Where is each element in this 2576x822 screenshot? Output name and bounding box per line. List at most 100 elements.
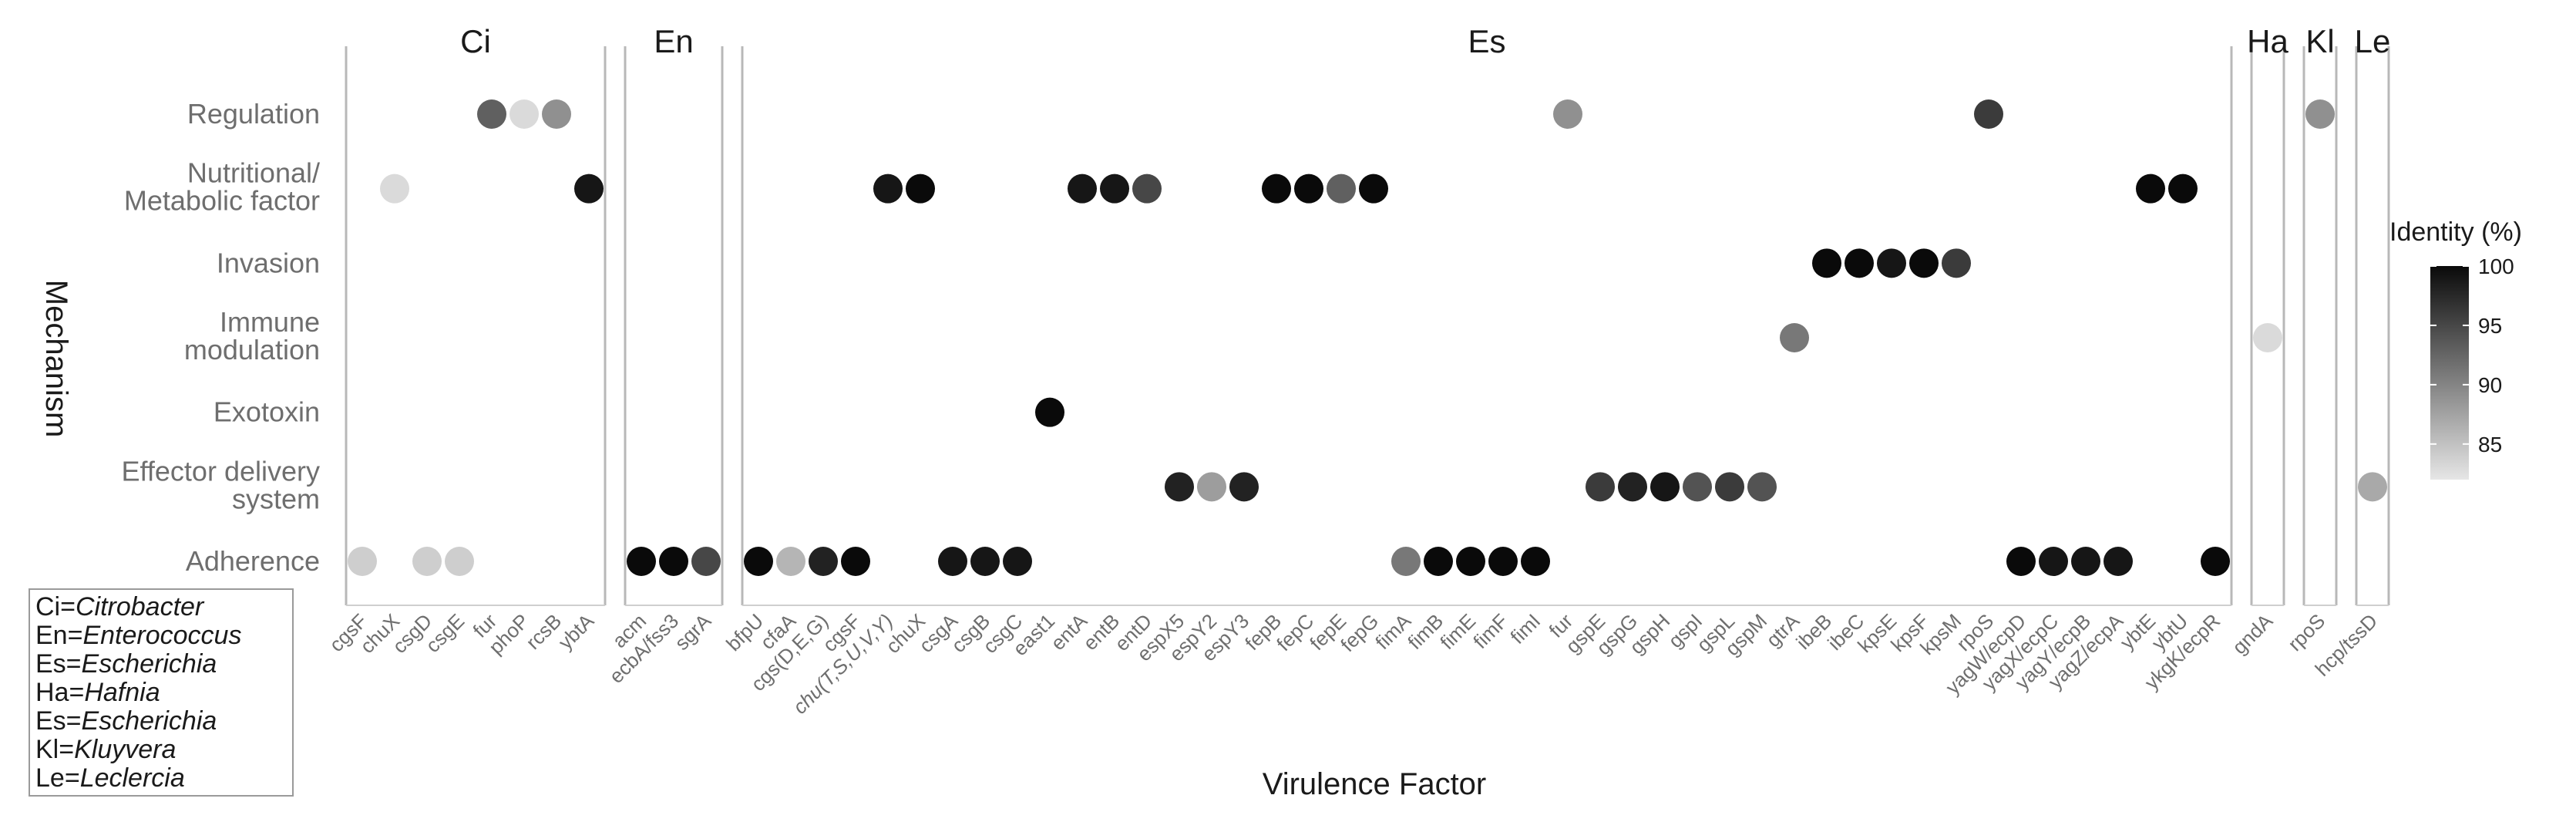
point-es-entb-nutritional-metabolic-factor <box>1100 173 1129 204</box>
point-es-gspi-effector-delivery-system <box>1683 472 1712 502</box>
row-label-nutritional-metabolic-factor: Nutritional/Metabolic factor <box>124 157 320 217</box>
point-es-cgs-d-e-g-adherence <box>809 547 838 576</box>
row-label-invasion: Invasion <box>217 247 320 278</box>
genus-legend-entry-en-1: En=Enterococcus <box>35 621 241 650</box>
y-axis-title: Mechanism <box>39 280 73 438</box>
point-es-yagx-ecpc-adherence <box>2039 547 2068 576</box>
point-es-gspe-effector-delivery-system <box>1586 472 1615 502</box>
point-es-csgc-adherence <box>1003 547 1032 576</box>
point-es-espy2-effector-delivery-system <box>1197 472 1226 502</box>
point-ci-fur-regulation <box>477 99 506 129</box>
genus-legend-entry-ci-0: Ci=Citrobacter <box>35 592 205 622</box>
x-tick-ci-csge: csgE <box>421 609 469 657</box>
point-es-cgsf-adherence <box>841 547 870 576</box>
point-es-gtra-immune-modulation <box>1780 323 1809 352</box>
x-axis-title: Virulence Factor <box>1263 767 1487 801</box>
row-label-adherence: Adherence <box>186 545 320 577</box>
point-en-sgra-adherence <box>691 547 721 576</box>
row-label-immune-modulation: Immune modulation <box>184 306 320 366</box>
point-ci-csge-adherence <box>445 547 474 576</box>
point-es-kpse-invasion <box>1877 248 1906 278</box>
point-es-ykgk-ecpr-adherence <box>2201 547 2230 576</box>
point-es-cfaa-adherence <box>776 547 805 576</box>
point-es-fepe-nutritional-metabolic-factor <box>1327 173 1356 204</box>
point-es-yagz-ecpa-adherence <box>2104 547 2133 576</box>
facet-label-kl: Kl <box>2305 23 2334 59</box>
x-tick-es-fimi: fimI <box>1505 609 1545 649</box>
row-label-effector-delivery-system: Effector delivery system <box>122 455 320 514</box>
colorbar-gradient <box>2430 266 2469 480</box>
colorbar-label-100: 100 <box>2478 254 2514 278</box>
x-tick-es-gtra: gtrA <box>1761 609 1804 652</box>
facet-label-ha: Ha <box>2247 23 2288 59</box>
colorbar-label-90: 90 <box>2478 373 2502 397</box>
point-es-gspm-effector-delivery-system <box>1747 472 1777 502</box>
point-ha-gnda-immune-modulation <box>2253 323 2282 352</box>
point-en-acm-adherence <box>627 547 656 576</box>
facet-label-le: Le <box>2355 23 2391 59</box>
row-label-exotoxin: Exotoxin <box>214 396 320 428</box>
genus-legend-entry-es-4: Es=Escherichia <box>35 706 217 736</box>
point-es-fima-adherence <box>1391 547 1421 576</box>
colorbar-title: Identity (%) <box>2389 217 2522 247</box>
point-es-rpos-regulation <box>1974 99 2003 129</box>
point-es-ybte-nutritional-metabolic-factor <box>2136 173 2165 204</box>
data-points <box>348 99 2387 576</box>
row-label-regulation: Regulation <box>187 98 320 130</box>
point-es-fimf-adherence <box>1488 547 1518 576</box>
x-tick-ci-ybta: ybtA <box>553 609 598 654</box>
point-es-gspl-effector-delivery-system <box>1715 472 1744 502</box>
point-es-espy3-effector-delivery-system <box>1229 472 1259 502</box>
point-es-yagw-ecpd-adherence <box>2006 547 2036 576</box>
point-es-ibec-invasion <box>1845 248 1874 278</box>
facet-label-es: Es <box>1468 23 1505 59</box>
point-ci-csgd-adherence <box>412 547 442 576</box>
point-ci-cgsf-adherence <box>348 547 377 576</box>
point-es-fur-regulation <box>1553 99 1582 129</box>
point-es-bfpu-adherence <box>744 547 773 576</box>
colorbar-label-85: 85 <box>2478 433 2502 456</box>
genus-legend-entry-kl-5: Kl=Kluyvera <box>35 735 176 764</box>
point-es-gspg-effector-delivery-system <box>1618 472 1647 502</box>
point-es-fimi-adherence <box>1521 547 1550 576</box>
x-tick-en-sgra: sgrA <box>670 609 715 655</box>
point-es-enta-nutritional-metabolic-factor <box>1068 173 1097 204</box>
point-ci-chux-nutritional-metabolic-factor <box>380 173 409 204</box>
facet-label-en: En <box>654 23 693 59</box>
point-ci-ybta-nutritional-metabolic-factor <box>574 173 604 204</box>
facet-panels: Ci En Es Ha Kl Le <box>345 23 2391 606</box>
genus-legend-entry-le-6: Le=Leclercia <box>35 763 185 793</box>
facet-label-ci: Ci <box>460 23 491 59</box>
point-es-fime-adherence <box>1456 547 1485 576</box>
genus-legend: Ci=CitrobacterEn=EnterococcusEs=Escheric… <box>29 588 294 797</box>
point-es-fepg-nutritional-metabolic-factor <box>1359 173 1388 204</box>
point-es-ibeb-invasion <box>1812 248 1841 278</box>
point-es-csga-adherence <box>938 547 967 576</box>
point-es-east1-exotoxin <box>1035 397 1064 427</box>
point-es-yagy-ecpb-adherence <box>2071 547 2100 576</box>
genus-legend-entry-ha-3: Ha=Hafnia <box>35 678 160 707</box>
identity-colorbar: Identity (%) 85 90 95 100 <box>2389 217 2522 480</box>
point-en-ecba-fss3-adherence <box>659 547 688 576</box>
row-labels: Regulation Nutritional/Metabolic factor In… <box>122 98 320 577</box>
point-kl-rpos-regulation <box>2305 99 2335 129</box>
point-es-chux-nutritional-metabolic-factor <box>906 173 935 204</box>
point-es-kpsm-invasion <box>1942 248 1971 278</box>
point-es-csgb-adherence <box>970 547 1000 576</box>
point-es-kpsf-invasion <box>1909 248 1939 278</box>
point-le-hcp-tssd-effector-delivery-system <box>2358 472 2387 502</box>
point-es-entd-nutritional-metabolic-factor <box>1132 173 1162 204</box>
point-es-espx5-effector-delivery-system <box>1165 472 1194 502</box>
colorbar-label-95: 95 <box>2478 314 2502 338</box>
x-tick-ha-gnda: gndA <box>2228 609 2278 659</box>
genus-legend-entry-es-2: Es=Escherichia <box>35 649 217 679</box>
point-es-ybtu-nutritional-metabolic-factor <box>2168 173 2198 204</box>
point-es-fepc-nutritional-metabolic-factor <box>1294 173 1323 204</box>
point-es-chu-t-s-u-v-y-nutritional-metabolic-factor <box>873 173 903 204</box>
x-tick-kl-rpos: rpoS <box>2283 609 2329 655</box>
point-es-gsph-effector-delivery-system <box>1650 472 1680 502</box>
point-es-fimb-adherence <box>1424 547 1453 576</box>
